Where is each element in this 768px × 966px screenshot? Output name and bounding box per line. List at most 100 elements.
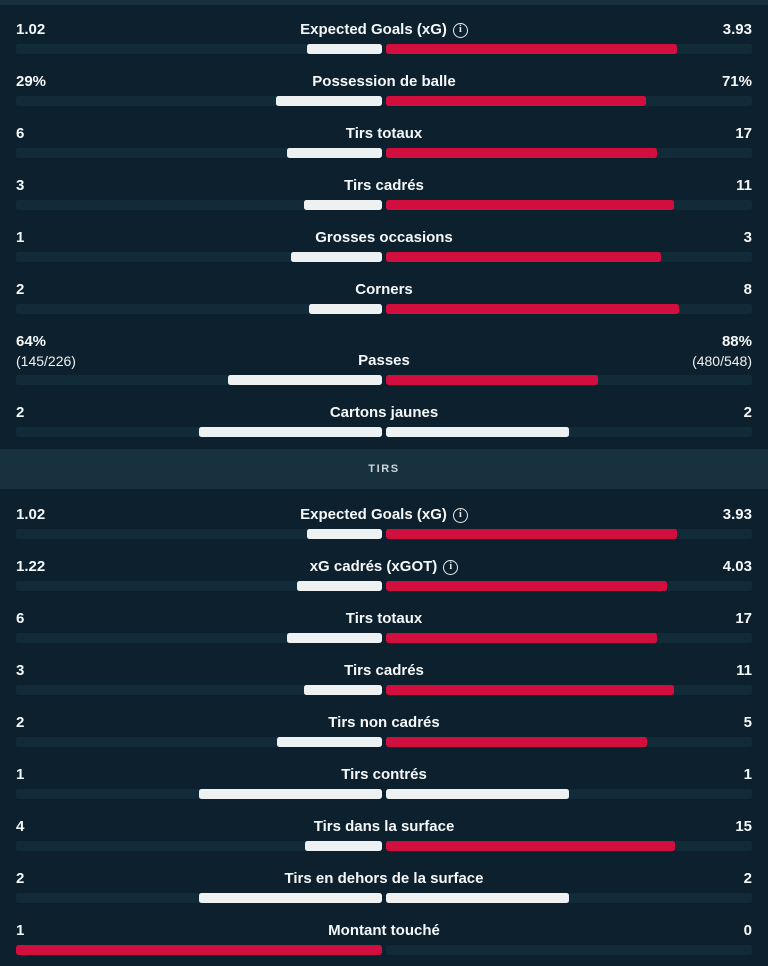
stat-row-header: 3 Tirs cadrés 11 xyxy=(16,662,752,680)
away-value: 88% (480/548) xyxy=(418,333,752,370)
bar-away-fill xyxy=(386,427,569,437)
stat-label: Tirs cadrés xyxy=(344,177,424,195)
home-value-main: 6 xyxy=(16,610,25,627)
stat-label: Grosses occasions xyxy=(315,229,453,247)
bar-home-track xyxy=(16,148,382,158)
home-sub-value: (145/226) xyxy=(16,353,76,369)
bar-away-fill xyxy=(386,893,569,903)
stat-row-header: 2 Corners 8 xyxy=(16,281,752,299)
home-value: 1 xyxy=(16,922,320,940)
stat-label: Tirs totaux xyxy=(346,610,422,628)
away-value: 3 xyxy=(461,229,752,247)
stat-row-header: 2 Tirs non cadrés 5 xyxy=(16,714,752,732)
home-value: 1.02 xyxy=(16,506,292,524)
stat-label: Tirs contrés xyxy=(341,766,427,784)
stats-section: 1.02 Expected Goals (xG) i 3.93 29% Poss… xyxy=(0,5,768,448)
stat-label-text: Possession de balle xyxy=(312,73,456,90)
bar-away-fill xyxy=(386,685,674,695)
bar-away-fill xyxy=(386,252,661,262)
stat-label: Tirs dans la surface xyxy=(314,818,455,836)
away-value: 8 xyxy=(421,281,752,299)
bar-home-track xyxy=(16,375,382,385)
bar-home-fill xyxy=(199,893,382,903)
bar-away-fill xyxy=(386,737,648,747)
stat-row-header: 6 Tirs totaux 17 xyxy=(16,610,752,628)
stat-row-header: 2 Tirs en dehors de la surface 2 xyxy=(16,870,752,888)
bar-away-fill xyxy=(386,200,674,210)
stat-label-text: Corners xyxy=(355,281,413,298)
bar-away-fill xyxy=(386,789,569,799)
home-value: 2 xyxy=(16,714,320,732)
home-value-main: 64% xyxy=(16,333,47,350)
away-value: 2 xyxy=(491,870,752,888)
home-value: 64% (145/226) xyxy=(16,333,350,370)
bar-home-fill xyxy=(16,945,382,955)
stat-label: Cartons jaunes xyxy=(330,404,438,422)
away-value: 0 xyxy=(448,922,752,940)
away-value: 11 xyxy=(432,662,752,680)
stat-label: Passes xyxy=(358,352,410,370)
stat-label-text: Passes xyxy=(358,352,410,369)
away-value-main: 4.03 xyxy=(722,558,752,575)
stat-bar xyxy=(16,841,752,851)
stat-row-header: 2 Cartons jaunes 2 xyxy=(16,404,752,422)
stat-bar xyxy=(16,581,752,591)
stats-sections-root: 1.02 Expected Goals (xG) i 3.93 29% Poss… xyxy=(0,5,768,966)
bar-home-fill xyxy=(227,375,382,385)
bar-home-track xyxy=(16,633,382,643)
home-value-main: 1.02 xyxy=(16,506,46,523)
info-icon[interactable]: i xyxy=(443,559,459,575)
stat-bar xyxy=(16,893,752,903)
away-value: 71% xyxy=(464,73,752,91)
stat-row: 2 Cartons jaunes 2 xyxy=(0,396,768,448)
away-value-main: 3.93 xyxy=(722,21,752,38)
bar-away-track xyxy=(386,252,752,262)
stat-label: Montant touché xyxy=(328,922,440,940)
stats-section: 1.02 Expected Goals (xG) i 3.93 1.22 xG … xyxy=(0,490,768,966)
bar-home-track xyxy=(16,252,382,262)
info-icon[interactable]: i xyxy=(452,22,468,38)
bar-away-track xyxy=(386,304,752,314)
home-value: 2 xyxy=(16,281,347,299)
home-value-main: 1.22 xyxy=(16,558,46,575)
stat-label: Corners xyxy=(355,281,413,299)
home-value-main: 2 xyxy=(16,870,25,887)
bar-home-track xyxy=(16,737,382,747)
home-value-main: 1 xyxy=(16,766,25,783)
bar-home-fill xyxy=(199,427,382,437)
home-value-main: 1 xyxy=(16,922,25,939)
home-value-main: 3 xyxy=(16,177,25,194)
bar-away-fill xyxy=(386,96,646,106)
stat-row-header: 1 Montant touché 0 xyxy=(16,922,752,940)
away-value-main: 17 xyxy=(735,125,752,142)
home-value: 1 xyxy=(16,766,333,784)
home-value: 29% xyxy=(16,73,304,91)
stat-row-header: 1 Tirs contrés 1 xyxy=(16,766,752,784)
stat-row: 2 Tirs non cadrés 5 xyxy=(0,706,768,758)
bar-home-track xyxy=(16,304,382,314)
bar-away-track xyxy=(386,737,752,747)
info-icon[interactable]: i xyxy=(452,507,468,523)
stat-row-header: 1 Grosses occasions 3 xyxy=(16,229,752,247)
home-value-main: 2 xyxy=(16,714,25,731)
stat-label: Expected Goals (xG) i xyxy=(300,21,468,39)
stat-label-text: Tirs totaux xyxy=(345,610,423,627)
stat-row: 3 Tirs cadrés 11 xyxy=(0,169,768,221)
stat-bar xyxy=(16,737,752,747)
stat-row-header: 1.22 xG cadrés (xGOT) i 4.03 xyxy=(16,558,752,576)
home-value-main: 2 xyxy=(16,404,25,421)
bar-away-track xyxy=(386,96,752,106)
bar-home-fill xyxy=(308,304,382,314)
bar-home-fill xyxy=(286,633,382,643)
away-value: 17 xyxy=(430,610,752,628)
stat-label-text: Expected Goals (xG) xyxy=(300,21,447,38)
stat-label: Tirs totaux xyxy=(346,125,422,143)
bar-away-track xyxy=(386,841,752,851)
stat-row-header: 1.02 Expected Goals (xG) i 3.93 xyxy=(16,21,752,39)
stat-row-header: 6 Tirs totaux 17 xyxy=(16,125,752,143)
away-value-main: 1 xyxy=(743,766,752,783)
bar-home-track xyxy=(16,945,382,955)
stat-bar xyxy=(16,633,752,643)
home-value-main: 29% xyxy=(16,73,47,90)
home-value: 1 xyxy=(16,229,307,247)
